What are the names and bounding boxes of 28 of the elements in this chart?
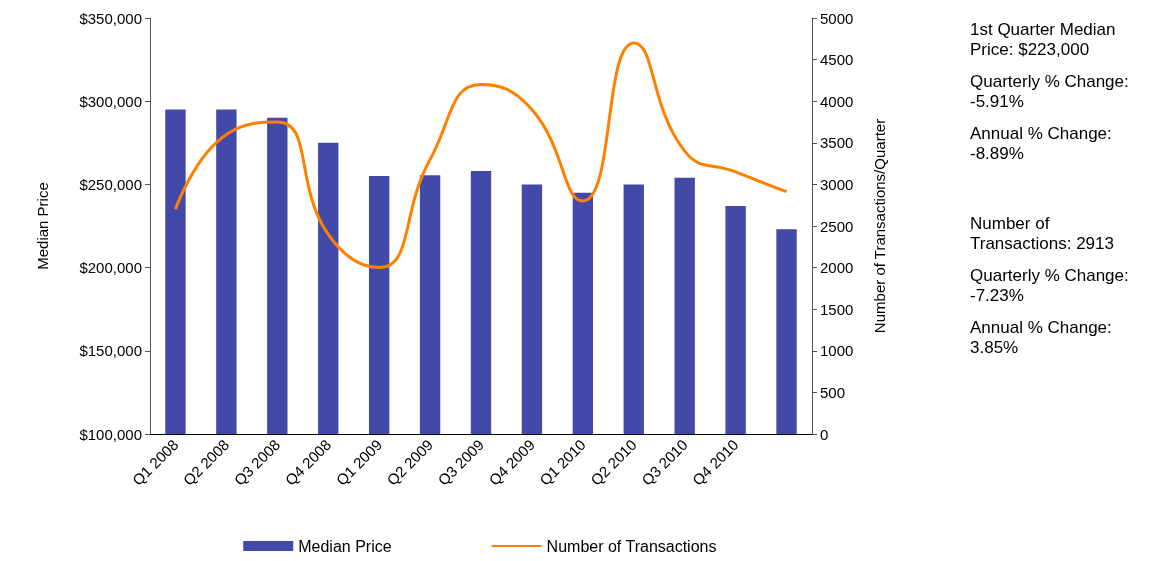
y2-tick-label: 1000 (820, 342, 854, 360)
y-tick-label: $250,000 (79, 175, 142, 193)
y2-tick-label: 3000 (820, 175, 854, 193)
y2-tick-label: 1500 (820, 300, 854, 318)
text: Annual % Change: -8.89% (970, 124, 1113, 164)
text: Number of Transactions: 2913 (970, 214, 1115, 254)
y2-axis-title: Number of Transactions/Quarter (871, 118, 888, 334)
y2-tick-label: 4000 (820, 92, 854, 110)
y2-tick-label: 2000 (820, 259, 854, 277)
legend-label: Median Price (298, 537, 392, 555)
legend-label: Number of Transactions (546, 537, 717, 555)
y-tick-label: $350,000 (79, 9, 142, 27)
y2-tick-label: 0 (820, 425, 829, 443)
y2-tick-label: 3500 (820, 134, 854, 152)
line-series (173, 41, 789, 270)
y-tick-label: $100,000 (79, 425, 142, 443)
text: Annual % Change: 3.85% (970, 318, 1113, 358)
y2-tick-label: 4500 (820, 51, 854, 69)
text: 1st Quarter Median Price: $223,000 (970, 20, 1117, 60)
y-tick-label: $200,000 (79, 259, 142, 277)
y-tick-label: $300,000 (79, 92, 142, 110)
y2-tick-label: 5000 (820, 9, 854, 27)
y2-tick-label: 500 (820, 383, 846, 401)
y-tick-label: $150,000 (79, 342, 142, 360)
text: Quarterly % Change: -7.23% (970, 266, 1130, 306)
y-axis-title: Median Price (34, 182, 51, 270)
text: Quarterly % Change: -5.91% (970, 72, 1130, 112)
y2-tick-label: 2500 (820, 217, 854, 235)
